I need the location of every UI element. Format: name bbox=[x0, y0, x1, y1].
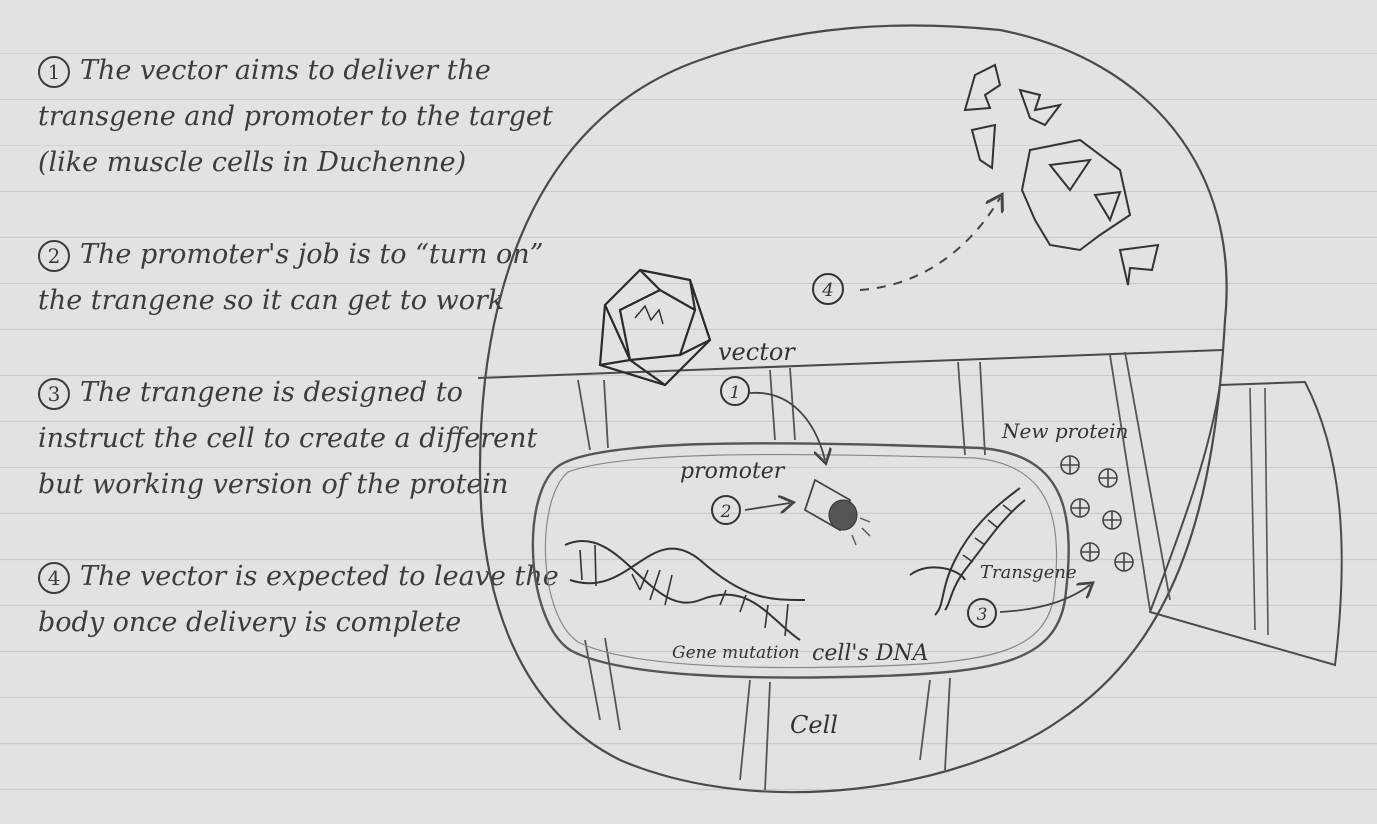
note-2: 2 The promoter's job is to “turn on” the … bbox=[38, 232, 578, 324]
promoter-shape bbox=[803, 478, 871, 546]
muscle-block bbox=[1148, 380, 1343, 667]
note-1-text: The vector aims to deliver the transgene… bbox=[38, 55, 553, 178]
cells-dna bbox=[564, 540, 806, 641]
transgene-helix bbox=[909, 487, 1026, 616]
vector-capsid bbox=[598, 268, 712, 387]
note-2-text: The promoter's job is to “turn on” the t… bbox=[38, 239, 544, 316]
note-3-number: 3 bbox=[38, 377, 70, 410]
marker-4-circle bbox=[812, 273, 844, 305]
nucleus-inner-outline bbox=[544, 453, 1058, 669]
muscle-fibers bbox=[577, 351, 1171, 791]
leave-arrow bbox=[859, 198, 1000, 291]
note-2-number: 2 bbox=[38, 239, 70, 272]
transgene-arrow bbox=[999, 585, 1090, 613]
marker-2-label: 2 bbox=[720, 502, 732, 522]
marker-4-label: 4 bbox=[821, 280, 833, 301]
note-4: 4 The vector is expected to leave the bod… bbox=[38, 554, 578, 646]
deliver-arrow bbox=[749, 392, 825, 460]
note-1-number: 1 bbox=[38, 55, 70, 88]
new-proteins bbox=[1060, 455, 1134, 572]
nucleus-outline bbox=[531, 442, 1070, 679]
vector-fragments bbox=[963, 63, 1160, 286]
marker-3-circle bbox=[967, 598, 997, 628]
note-4-number: 4 bbox=[38, 561, 70, 594]
label-vector: vector bbox=[718, 338, 796, 366]
marker-2-circle bbox=[711, 495, 741, 525]
muscle-block-fibers bbox=[1249, 387, 1269, 636]
marker-1-label: 1 bbox=[730, 383, 741, 403]
label-new-protein: New protein bbox=[1001, 419, 1128, 443]
note-3: 3 The trangene is designed to instruct th… bbox=[38, 370, 578, 508]
label-transgene: Transgene bbox=[980, 562, 1077, 583]
label-cell: Cell bbox=[790, 711, 838, 739]
marker-3-label: 3 bbox=[977, 605, 988, 625]
body-outline bbox=[478, 24, 1228, 794]
notes-column: 1 The vector aims to deliver the transgen… bbox=[38, 48, 578, 692]
membrane-line bbox=[477, 349, 1223, 379]
note-3-text: The trangene is designed to instruct the… bbox=[38, 377, 538, 500]
label-cells-dna: cell's DNA bbox=[812, 641, 929, 666]
promoter-arrow bbox=[744, 503, 790, 510]
note-4-text: The vector is expected to leave the body… bbox=[38, 561, 559, 638]
marker-1-circle bbox=[720, 376, 750, 406]
label-gene-mutation: Gene mutation bbox=[672, 643, 800, 663]
note-1: 1 The vector aims to deliver the transgen… bbox=[38, 48, 578, 186]
label-promoter: promoter bbox=[680, 459, 786, 484]
